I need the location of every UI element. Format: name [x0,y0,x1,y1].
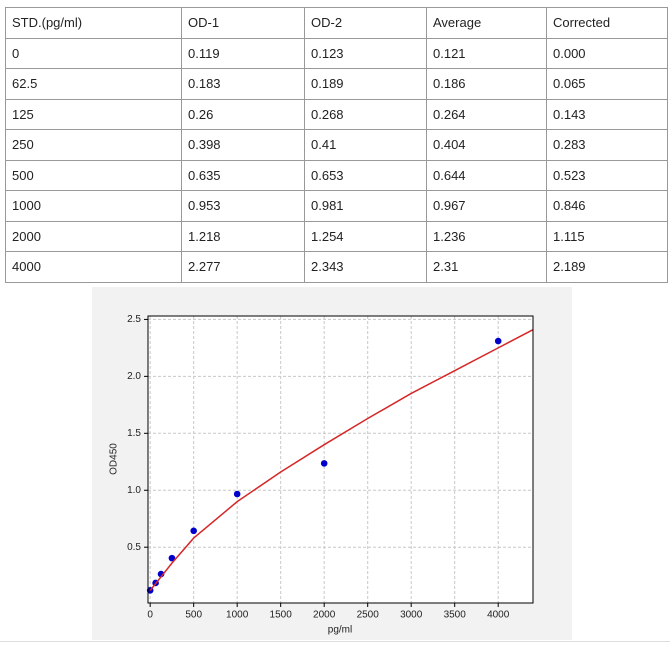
data-point [168,554,176,562]
table-cell: 0.283 [546,129,668,161]
table-cell: 0.189 [304,68,427,100]
table-cell: 0.183 [181,68,305,100]
table-row: 500 0.635 0.653 0.644 0.523 [5,159,668,191]
plot-frame [147,315,534,604]
x-axis-label: pg/ml [328,625,352,636]
fit-curve [149,329,534,591]
table-cell: 2.277 [181,251,305,283]
table-cell: 4000 [5,251,182,283]
table-cell: 1000 [5,190,182,222]
table-cell: 1.236 [426,220,547,252]
table-cell: Corrected [546,7,668,39]
table-cell: 0.523 [546,159,668,191]
table-cell: 0.981 [304,190,427,222]
table-cell: 0.967 [426,190,547,222]
table-cell: 1.254 [304,220,427,252]
table-cell: 500 [5,159,182,191]
table-row: 2000 1.218 1.254 1.236 1.115 [5,220,668,252]
table-cell: 0.635 [181,159,305,191]
table-cell: 0.398 [181,129,305,161]
table-cell: 0 [5,37,182,69]
table-row: STD.(pg/ml) OD-1 OD-2 Average Corrected [5,7,668,39]
table-cell: OD-1 [181,7,305,39]
table-row: 125 0.26 0.268 0.264 0.143 [5,98,668,130]
data-table: STD.(pg/ml) OD-1 OD-2 Average Corrected 0 0.11… [5,7,668,283]
plot-area [148,316,533,603]
table-cell: 0.653 [304,159,427,191]
table-cell: 62.5 [5,68,182,100]
table-cell: 250 [5,129,182,161]
table-cell: 0.186 [426,68,547,100]
table-cell: 2.189 [546,251,668,283]
table-row: 0 0.119 0.123 0.121 0.000 [5,37,668,69]
table-cell: 0.000 [546,37,668,69]
table-body: STD.(pg/ml) OD-1 OD-2 Average Corrected 0 0.11… [5,7,668,283]
x-tick-label: 3000 [400,610,423,621]
table-cell: 0.143 [546,98,668,130]
table-cell: 1.218 [181,220,305,252]
table-cell: 0.846 [546,190,668,222]
x-tick-label: 2000 [313,610,336,621]
table-cell: 125 [5,98,182,130]
x-tick-label: 500 [185,610,202,621]
chart: pg/ml OD450 0 500 1000 1500 2000 2500 3000 3500… [92,287,572,640]
table-cell: 0.121 [426,37,547,69]
y-tick-label: 0.5 [127,542,141,553]
table-cell: 0.123 [304,37,427,69]
y-tick-label: 1.5 [127,428,141,439]
y-axis-label: OD450 [109,443,120,475]
table-cell: Average [426,7,547,39]
y-tick-label: 2.5 [127,314,141,325]
table-cell: 0.065 [546,68,668,100]
table-cell: 0.644 [426,159,547,191]
x-tick-label: 1000 [226,610,249,621]
y-tick-label: 1.0 [127,485,141,496]
table-cell: 1.115 [546,220,668,252]
table-cell: 2.31 [426,251,547,283]
data-point [494,337,502,345]
data-point [190,527,197,535]
table-cell: 0.264 [426,98,547,130]
table-row: 4000 2.277 2.343 2.31 2.189 [5,251,668,283]
table-cell: 2.343 [304,251,427,283]
table-cell: 0.41 [304,129,427,161]
table-row: 1000 0.953 0.981 0.967 0.846 [5,190,668,222]
table-cell: 0.953 [181,190,305,222]
table-cell: 0.268 [304,98,427,130]
table-cell: 0.119 [181,37,305,69]
x-tick-label: 1500 [270,610,293,621]
bottom-rule [0,641,670,642]
table-cell: 0.26 [181,98,305,130]
table-row: 250 0.398 0.41 0.404 0.283 [5,129,668,161]
data-point [233,490,241,498]
data-point [320,460,328,467]
table-cell: STD.(pg/ml) [5,7,182,39]
x-tick-label: 4000 [487,610,510,621]
x-tick-label: 2500 [357,610,380,621]
table-cell: 2000 [5,220,182,252]
table-row: 62.5 0.183 0.189 0.186 0.065 [5,68,668,100]
x-tick-label: 3500 [444,610,467,621]
table-cell: 0.404 [426,129,547,161]
table-cell: OD-2 [304,7,427,39]
y-tick-label: 2.0 [127,371,141,382]
x-tick-label: 0 [147,610,153,621]
